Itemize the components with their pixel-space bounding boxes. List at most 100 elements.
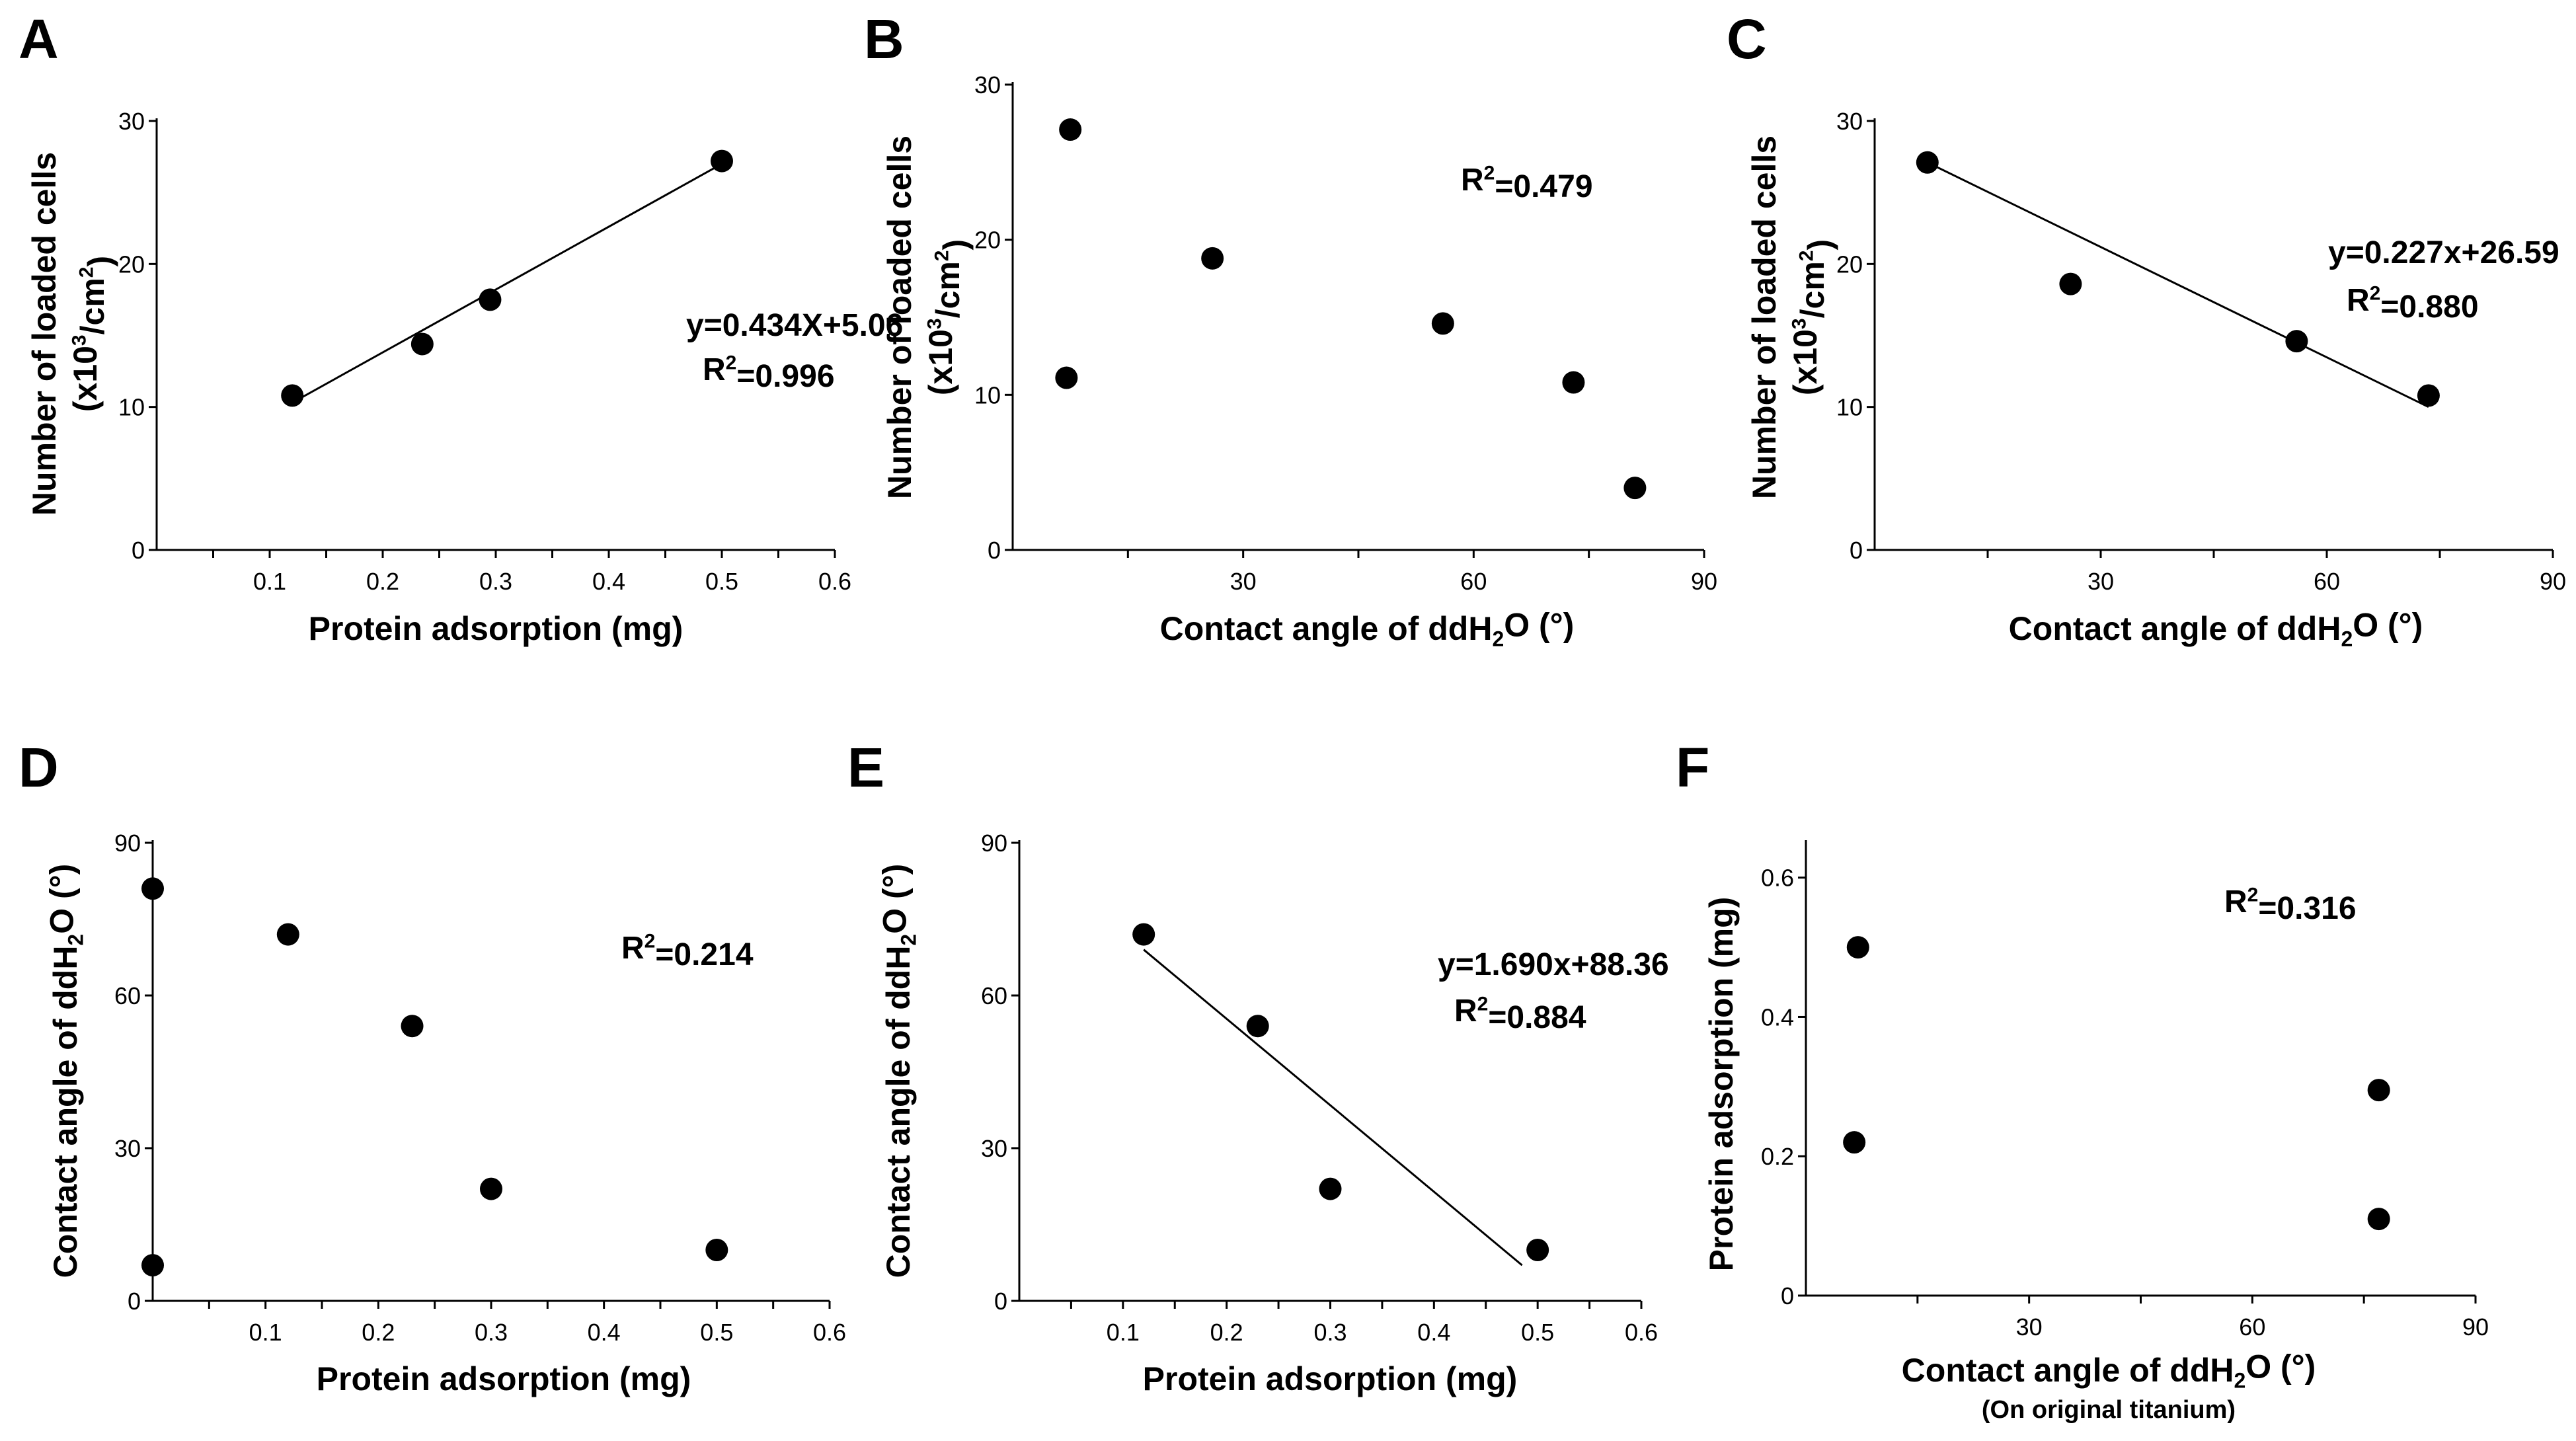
panel-letter: C	[1727, 8, 1767, 70]
data-point	[2367, 1208, 2390, 1231]
y-tick-label: 20	[118, 251, 145, 278]
data-point	[1623, 477, 1647, 500]
data-point	[1843, 1131, 1866, 1154]
r-squared-label: R2​=0.479	[1461, 163, 1593, 204]
y-axis-label: Number of loaded cells	[1746, 136, 1783, 499]
panel-B: B 0 10 20 30 30 60 90 Contact angle of ddH2​O (°…	[864, 8, 1717, 651]
x-tick-label: 90	[1691, 568, 1717, 595]
x-tick-label: 0.2	[1210, 1319, 1243, 1346]
data-point	[1526, 1239, 1549, 1261]
y-tick-label: 30	[1836, 108, 1863, 135]
y-tick-label: 30	[114, 1135, 141, 1162]
x-axis-label: Contact angle of ddH2​O (°)	[1902, 1348, 2316, 1393]
y-tick-label: 10	[974, 381, 1001, 409]
data-point	[1562, 371, 1585, 394]
y-tick-label: 0.6	[1761, 865, 1794, 892]
x-tick-label: 0.4	[588, 1319, 621, 1346]
x-tick-label: 0.1	[1107, 1319, 1140, 1346]
y-tick-label: 10	[118, 394, 145, 421]
x-tick-label: 60	[2239, 1313, 2265, 1341]
y-axis-unit: (x103​/cm2​)	[1787, 239, 1838, 395]
x-axis-label: Contact angle of ddH2​O (°)	[1160, 607, 1575, 651]
data-point	[2417, 384, 2440, 407]
y-tick-label: 0	[132, 537, 145, 564]
x-tick-label: 0.1	[253, 568, 286, 595]
r-squared-label: R2​=0.880	[2347, 283, 2479, 325]
panel-letter: D	[19, 736, 59, 798]
data-point	[1201, 247, 1224, 270]
data-point	[1916, 151, 1939, 174]
y-axis-label: Contact angle of ddH2​O (°)	[44, 864, 88, 1278]
x-tick-label: 0.4	[592, 568, 625, 595]
y-tick-label: 90	[981, 830, 1007, 857]
x-tick-label: 30	[2016, 1313, 2043, 1341]
y-axis-label: Protein adsorption (mg)	[1703, 897, 1740, 1272]
panel-letter: F	[1676, 736, 1709, 798]
y-tick-label: 60	[981, 982, 1007, 1009]
y-tick-label: 0.2	[1761, 1143, 1794, 1170]
x-tick-label: 0.6	[813, 1319, 846, 1346]
x-axis-label: Protein adsorption (mg)	[1143, 1360, 1518, 1397]
panel-letter: E	[847, 736, 884, 798]
x-tick-label: 30	[1230, 568, 1257, 595]
x-tick-label: 60	[1460, 568, 1487, 595]
x-tick-label: 0.6	[1625, 1319, 1658, 1346]
x-axis-label: Protein adsorption (mg)	[309, 610, 683, 647]
x-tick-label: 0.5	[700, 1319, 733, 1346]
data-point	[705, 1239, 728, 1261]
data-point	[480, 1177, 502, 1200]
r-squared-label: R2​=0.884	[1454, 993, 1586, 1035]
y-tick-label: 0.4	[1761, 1003, 1794, 1031]
data-point	[2285, 330, 2308, 353]
data-point	[141, 877, 164, 900]
x-axis-label: Protein adsorption (mg)	[317, 1360, 691, 1397]
x-tick-label: 0.5	[705, 568, 738, 595]
x-axis-note: (On original titanium)	[1982, 1396, 2236, 1424]
y-tick-label: 0	[1850, 537, 1863, 564]
y-tick-label: 0	[988, 537, 1001, 564]
data-point	[2059, 272, 2082, 295]
x-tick-label: 0.3	[1313, 1319, 1347, 1346]
x-tick-label: 0.3	[479, 568, 512, 595]
data-point	[1319, 1177, 1342, 1200]
x-tick-label: 0.2	[362, 1319, 395, 1346]
y-tick-label: 0	[1781, 1282, 1794, 1309]
fit-line	[1143, 949, 1523, 1266]
fit-line	[1927, 161, 2429, 409]
y-axis-unit: (x103​/cm2​)	[67, 256, 118, 412]
x-tick-label: 0.1	[249, 1319, 282, 1346]
data-point	[141, 1254, 164, 1277]
x-tick-label: 0.5	[1521, 1319, 1554, 1346]
data-point	[1132, 923, 1155, 946]
panel-letter: B	[864, 8, 904, 70]
y-tick-label: 10	[1836, 394, 1863, 421]
data-point	[1059, 118, 1082, 141]
x-tick-label: 90	[2540, 568, 2566, 595]
r-squared-label: R2​=0.996	[703, 352, 835, 394]
panel-A: A 0 10 20 30 0.1 0.2 0.3 0.4 0.5 0.6 Protein adsorp…	[19, 8, 903, 647]
equation-label: y=1.690x+88.36	[1438, 947, 1669, 982]
panel-F: F 0 0.2 0.4 0.6 30 60 90 Contact angle of ddH2​O…	[1676, 736, 2489, 1424]
x-tick-label: 0.2	[366, 568, 399, 595]
data-point	[410, 332, 434, 356]
y-tick-label: 20	[974, 227, 1001, 254]
data-point	[1846, 936, 1869, 959]
y-tick-label: 30	[974, 71, 1001, 98]
panel-C: C 0 10 20 30 30 60 90 Contact angle of ddH2​O (°…	[1727, 8, 2566, 651]
data-point	[276, 923, 299, 946]
data-point	[479, 288, 502, 311]
y-tick-label: 30	[118, 108, 145, 135]
panel-D: D 0 30 60 90 0.1 0.2 0.3 0.4 0.5 0.6 Protein adsorp…	[19, 736, 846, 1397]
y-axis-label: Contact angle of ddH2​O (°)	[877, 864, 921, 1278]
y-tick-label: 90	[114, 830, 141, 857]
equation-label: y=0.434X+5.06	[686, 308, 903, 343]
x-tick-label: 0.3	[475, 1319, 508, 1346]
y-tick-label: 20	[1836, 251, 1863, 278]
y-axis-label: Number of loaded cells	[26, 152, 63, 516]
data-point	[281, 384, 304, 407]
panel-E: E 0 30 60 90 0.1 0.2 0.3 0.4 0.5 0.6 Protein adsorp…	[847, 736, 1669, 1397]
y-axis-unit: (x103​/cm2​)	[922, 239, 974, 395]
y-tick-label: 0	[128, 1288, 141, 1315]
panel-letter: A	[19, 8, 59, 70]
equation-label: y=0.227x+26.59	[2328, 235, 2559, 270]
